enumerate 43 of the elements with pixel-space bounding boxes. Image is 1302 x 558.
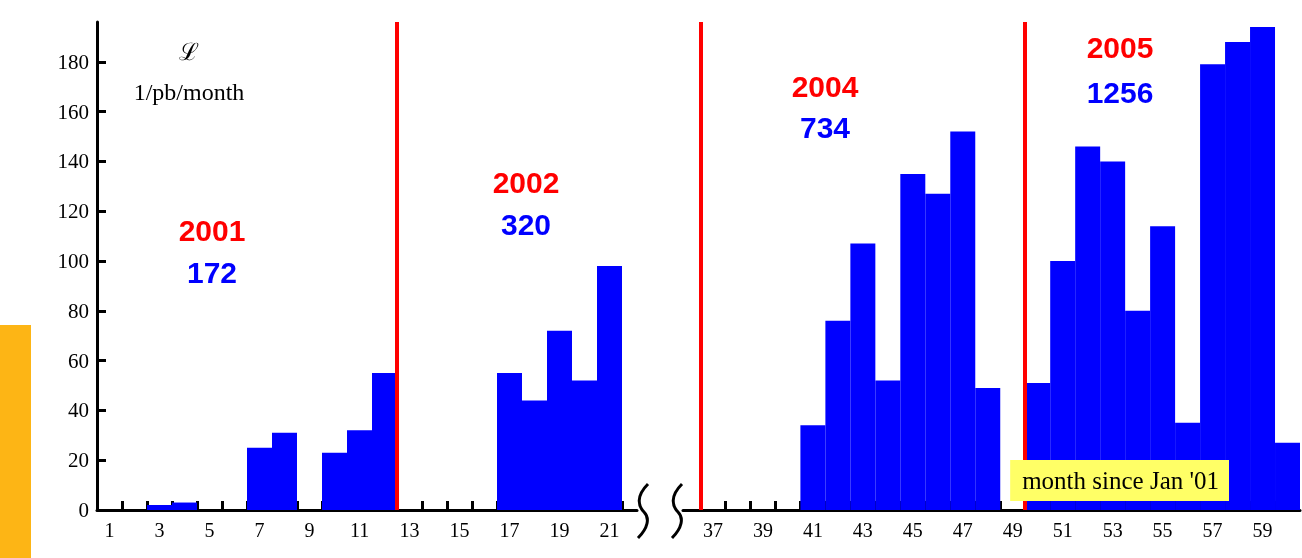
annotation: 1256 <box>1086 75 1154 109</box>
annotation: 2005 <box>1086 30 1154 64</box>
y-tick-label: 160 <box>57 99 89 124</box>
x-tick-label: 39 <box>752 519 773 541</box>
y-tick-label: 120 <box>57 199 89 224</box>
x-tick-label: 55 <box>1152 519 1173 541</box>
y-tick-label: 180 <box>57 49 89 74</box>
x-tick-label: 49 <box>1002 519 1023 541</box>
x-tick-label: 51 <box>1052 519 1073 541</box>
x-axis-title: month since Jan '01 <box>1022 467 1219 494</box>
y-tick-label: 60 <box>68 348 89 373</box>
y-tick-label: 140 <box>57 149 89 174</box>
y-tick-label: 20 <box>68 448 89 473</box>
y-axis-title: ℒ 1/pb/month <box>133 39 245 105</box>
annotation: 2001 <box>178 213 246 247</box>
x-tick-label: 3 <box>154 519 165 541</box>
x-tick-label: 7 <box>254 519 265 541</box>
y-tick-label: 80 <box>68 298 89 323</box>
x-tick-label: 41 <box>802 519 823 541</box>
x-tick-label: 13 <box>399 519 420 541</box>
x-tick-label: 1 <box>104 519 115 541</box>
x-tick-label: 37 <box>702 519 723 541</box>
x-tick-label: 15 <box>449 519 470 541</box>
x-tick-label: 19 <box>549 519 570 541</box>
x-tick-label: 57 <box>1202 519 1223 541</box>
y-tick-label: 0 <box>78 498 89 522</box>
x-tick-label: 5 <box>204 519 215 541</box>
x-tick-label: 21 <box>599 519 620 541</box>
x-tick-label: 43 <box>852 519 873 541</box>
x-tick-label: 17 <box>499 519 520 541</box>
x-tick-label: 53 <box>1102 519 1123 541</box>
x-tick-label: 11 <box>349 519 370 541</box>
x-tick-label: 47 <box>952 519 973 541</box>
annotation: 320 <box>500 207 552 241</box>
x-tick-label: 59 <box>1252 519 1273 541</box>
x-tick-label: 45 <box>902 519 923 541</box>
y-tick-label: 100 <box>57 249 89 274</box>
annotation: 734 <box>799 110 851 144</box>
x-tick-label: 9 <box>304 519 315 541</box>
annotation: 2002 <box>492 165 560 199</box>
annotation: 2004 <box>791 69 859 103</box>
annotation: 172 <box>186 255 238 289</box>
y-tick-label: 40 <box>68 398 89 423</box>
